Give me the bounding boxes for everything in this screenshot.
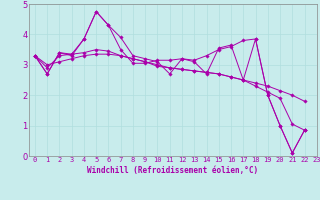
X-axis label: Windchill (Refroidissement éolien,°C): Windchill (Refroidissement éolien,°C) <box>87 166 258 175</box>
